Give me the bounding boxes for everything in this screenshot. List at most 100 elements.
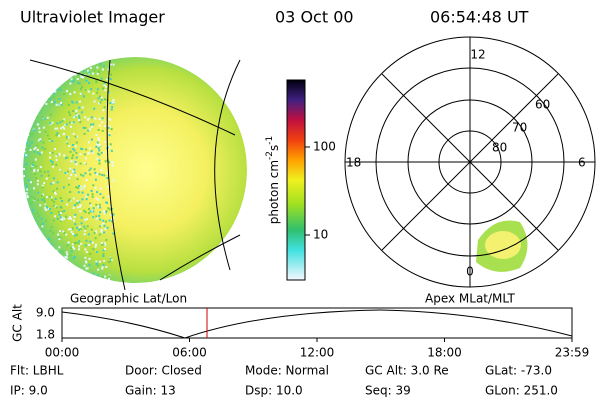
speckle: [50, 243, 53, 246]
speckle: [46, 134, 49, 137]
speckle: [67, 183, 70, 186]
speckle: [86, 225, 89, 228]
speckle: [112, 99, 115, 102]
speckle: [23, 175, 26, 178]
speckle: [64, 284, 66, 286]
panel-label: Geographic Lat/Lon: [70, 292, 187, 306]
speckle: [53, 262, 56, 265]
speckle: [80, 216, 83, 219]
speckle: [73, 247, 76, 250]
speckle: [111, 218, 114, 221]
speckle: [55, 103, 58, 106]
speckle: [26, 184, 29, 187]
speckle: [84, 126, 87, 129]
speckle: [78, 245, 81, 248]
speckle: [37, 276, 40, 279]
speckle: [81, 76, 84, 79]
speckle: [102, 222, 105, 225]
speckle: [69, 113, 72, 116]
speckle: [78, 116, 81, 119]
speckle: [84, 218, 87, 221]
speckle: [82, 174, 85, 177]
speckle: [27, 99, 30, 102]
speckle: [63, 154, 66, 157]
speckle: [90, 88, 93, 91]
speckle: [65, 233, 68, 236]
speckle: [97, 198, 100, 201]
speckle: [54, 205, 57, 208]
speckle: [44, 202, 47, 205]
speckle: [43, 199, 46, 202]
speckle: [74, 213, 77, 216]
speckle: [34, 158, 37, 161]
speckle: [92, 216, 95, 219]
speckle: [51, 161, 54, 164]
speckle: [95, 145, 98, 148]
speckle: [69, 254, 72, 257]
speckle: [105, 78, 108, 81]
speckle: [106, 226, 109, 229]
speckle: [28, 222, 31, 225]
speckle: [40, 223, 43, 226]
speckle: [75, 151, 78, 154]
speckle: [60, 127, 63, 130]
speckle: [64, 57, 67, 60]
speckle: [58, 213, 61, 216]
speckle: [57, 68, 60, 71]
speckle: [88, 257, 91, 260]
speckle: [98, 159, 101, 162]
speckle: [30, 121, 33, 124]
speckle: [48, 66, 51, 69]
speckle: [34, 277, 37, 280]
speckle: [102, 253, 105, 256]
speckle: [49, 156, 52, 159]
speckle: [44, 238, 47, 241]
speckle: [96, 191, 99, 194]
speckle: [38, 97, 41, 100]
speckle: [55, 278, 58, 281]
speckle: [60, 101, 63, 104]
speckle: [83, 162, 86, 165]
speckle: [33, 168, 36, 171]
speckle: [96, 66, 99, 69]
speckle: [71, 154, 74, 157]
speckle: [44, 206, 47, 209]
speckle: [58, 134, 61, 137]
speckle: [111, 164, 114, 167]
speckle: [100, 242, 103, 245]
date: 03 Oct 00: [275, 8, 354, 27]
speckle: [79, 88, 82, 91]
speckle: [73, 216, 76, 219]
speckle: [69, 199, 72, 202]
speckle: [23, 81, 26, 84]
speckle: [101, 121, 104, 124]
speckle: [38, 153, 41, 156]
speckle: [88, 212, 91, 215]
speckle: [48, 195, 51, 198]
speckle: [87, 117, 90, 120]
speckle: [55, 265, 58, 268]
speckle: [72, 197, 75, 200]
speckle: [109, 260, 112, 263]
speckle: [53, 251, 56, 254]
speckle: [69, 190, 72, 193]
speckle: [54, 101, 57, 104]
speckle: [92, 92, 95, 95]
speckle: [36, 212, 39, 215]
speckle: [103, 84, 106, 87]
info-field: Dsp: 10.0: [245, 384, 303, 398]
speckle: [75, 141, 78, 144]
speckle: [55, 155, 58, 158]
speckle: [67, 111, 70, 114]
speckle: [33, 187, 36, 190]
speckle: [90, 228, 93, 231]
speckle: [50, 199, 53, 202]
speckle: [102, 243, 105, 246]
speckle: [25, 163, 28, 166]
speckle: [75, 114, 78, 117]
speckle: [56, 132, 59, 135]
speckle: [108, 161, 111, 164]
speckle: [33, 197, 36, 200]
mlt-label: 0: [466, 265, 474, 279]
speckle: [112, 161, 115, 164]
